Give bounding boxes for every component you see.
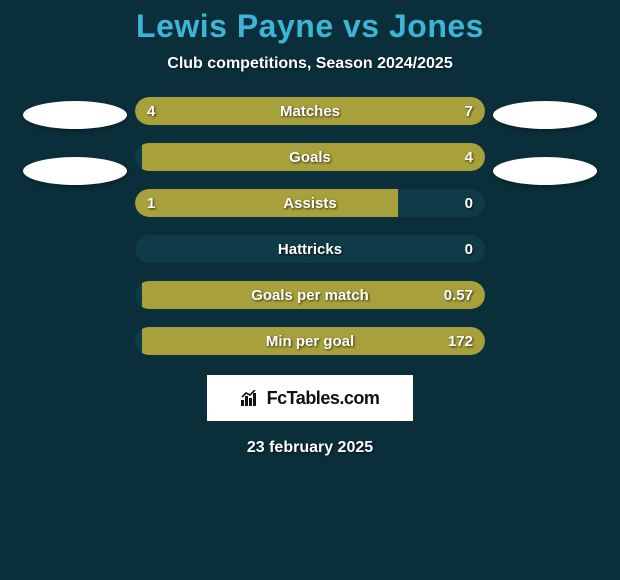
right-player-badge-1 <box>493 101 597 129</box>
page-root: Lewis Payne vs Jones Club competitions, … <box>0 0 620 580</box>
page-title: Lewis Payne vs Jones <box>136 8 484 45</box>
comparison-area: 47Matches4Goals10Assists0Hattricks0.57Go… <box>0 97 620 355</box>
stat-right-value: 7 <box>465 97 473 125</box>
stat-right-value: 0.57 <box>444 281 473 309</box>
stat-bar: 0Hattricks <box>135 235 485 263</box>
right-badges <box>485 97 605 185</box>
right-player-badge-2 <box>493 157 597 185</box>
stat-bar: 4Goals <box>135 143 485 171</box>
stat-bars: 47Matches4Goals10Assists0Hattricks0.57Go… <box>135 97 485 355</box>
stat-bar-right-fill <box>142 327 485 355</box>
stat-bar: 47Matches <box>135 97 485 125</box>
chart-icon <box>241 390 261 406</box>
stat-left-value: 1 <box>147 189 155 217</box>
page-subtitle: Club competitions, Season 2024/2025 <box>167 55 452 73</box>
left-badges <box>15 97 135 185</box>
stat-bar-right-fill <box>261 97 485 125</box>
stat-bar: 10Assists <box>135 189 485 217</box>
stat-bar: 0.57Goals per match <box>135 281 485 309</box>
left-player-badge-1 <box>23 101 127 129</box>
stat-bar-right-fill <box>142 281 485 309</box>
left-player-badge-2 <box>23 157 127 185</box>
stat-bar-left-fill <box>135 189 398 217</box>
stat-bar-bg <box>135 235 485 263</box>
stat-right-value: 4 <box>465 143 473 171</box>
footer-brand-logo[interactable]: FcTables.com <box>207 375 413 421</box>
stat-right-value: 0 <box>465 189 473 217</box>
stat-right-value: 0 <box>465 235 473 263</box>
footer-brand-text: FcTables.com <box>267 388 380 409</box>
stat-bar: 172Min per goal <box>135 327 485 355</box>
stat-bar-right-fill <box>142 143 485 171</box>
stat-left-value: 4 <box>147 97 155 125</box>
stat-right-value: 172 <box>448 327 473 355</box>
footer-date: 23 february 2025 <box>247 439 373 457</box>
